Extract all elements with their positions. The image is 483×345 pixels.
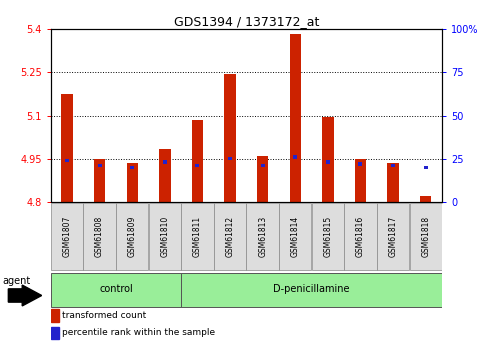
Text: GSM61814: GSM61814 — [291, 216, 300, 257]
Bar — [163, 160, 167, 164]
Bar — [149, 203, 181, 270]
FancyArrow shape — [8, 285, 42, 306]
Bar — [94, 159, 105, 202]
Bar — [424, 166, 427, 169]
Text: GSM61808: GSM61808 — [95, 216, 104, 257]
Bar — [196, 164, 199, 167]
Bar — [84, 203, 116, 270]
Text: GSM61813: GSM61813 — [258, 216, 267, 257]
Bar — [65, 159, 69, 162]
Bar — [127, 163, 138, 202]
Text: agent: agent — [3, 276, 31, 286]
Bar — [181, 274, 442, 307]
Bar — [181, 203, 213, 270]
Text: GSM61818: GSM61818 — [421, 216, 430, 257]
Text: GSM61816: GSM61816 — [356, 216, 365, 257]
Title: GDS1394 / 1373172_at: GDS1394 / 1373172_at — [174, 15, 319, 28]
Bar — [224, 74, 236, 202]
Bar — [98, 164, 101, 167]
Bar — [391, 164, 395, 167]
Bar — [410, 203, 442, 270]
Bar — [51, 203, 83, 270]
Bar — [326, 160, 330, 164]
Bar — [159, 149, 170, 202]
Bar — [355, 159, 366, 202]
Bar — [51, 274, 181, 307]
Text: control: control — [99, 284, 133, 294]
Bar — [116, 203, 148, 270]
Text: percentile rank within the sample: percentile rank within the sample — [62, 328, 215, 337]
Bar — [261, 164, 265, 167]
Bar — [358, 162, 362, 166]
Bar — [344, 203, 377, 270]
Text: GSM61807: GSM61807 — [62, 216, 71, 257]
Bar — [192, 120, 203, 202]
Text: GSM61817: GSM61817 — [388, 216, 398, 257]
Bar — [51, 309, 59, 322]
Bar — [377, 203, 409, 270]
Bar — [61, 94, 73, 202]
Text: GSM61812: GSM61812 — [226, 216, 235, 257]
Text: GSM61810: GSM61810 — [160, 216, 170, 257]
Bar — [228, 157, 232, 160]
Bar — [420, 196, 431, 202]
Bar — [293, 155, 297, 159]
Bar — [279, 203, 312, 270]
Bar — [130, 166, 134, 169]
Text: transformed count: transformed count — [62, 311, 147, 320]
Text: GSM61815: GSM61815 — [323, 216, 332, 257]
Bar — [312, 203, 344, 270]
Bar — [289, 34, 301, 202]
Bar — [387, 163, 399, 202]
Bar — [214, 203, 246, 270]
Bar — [257, 156, 269, 202]
Bar — [246, 203, 279, 270]
Bar — [51, 327, 59, 339]
Text: GSM61811: GSM61811 — [193, 216, 202, 257]
Bar — [322, 117, 334, 202]
Text: D-penicillamine: D-penicillamine — [273, 284, 350, 294]
Text: GSM61809: GSM61809 — [128, 216, 137, 257]
